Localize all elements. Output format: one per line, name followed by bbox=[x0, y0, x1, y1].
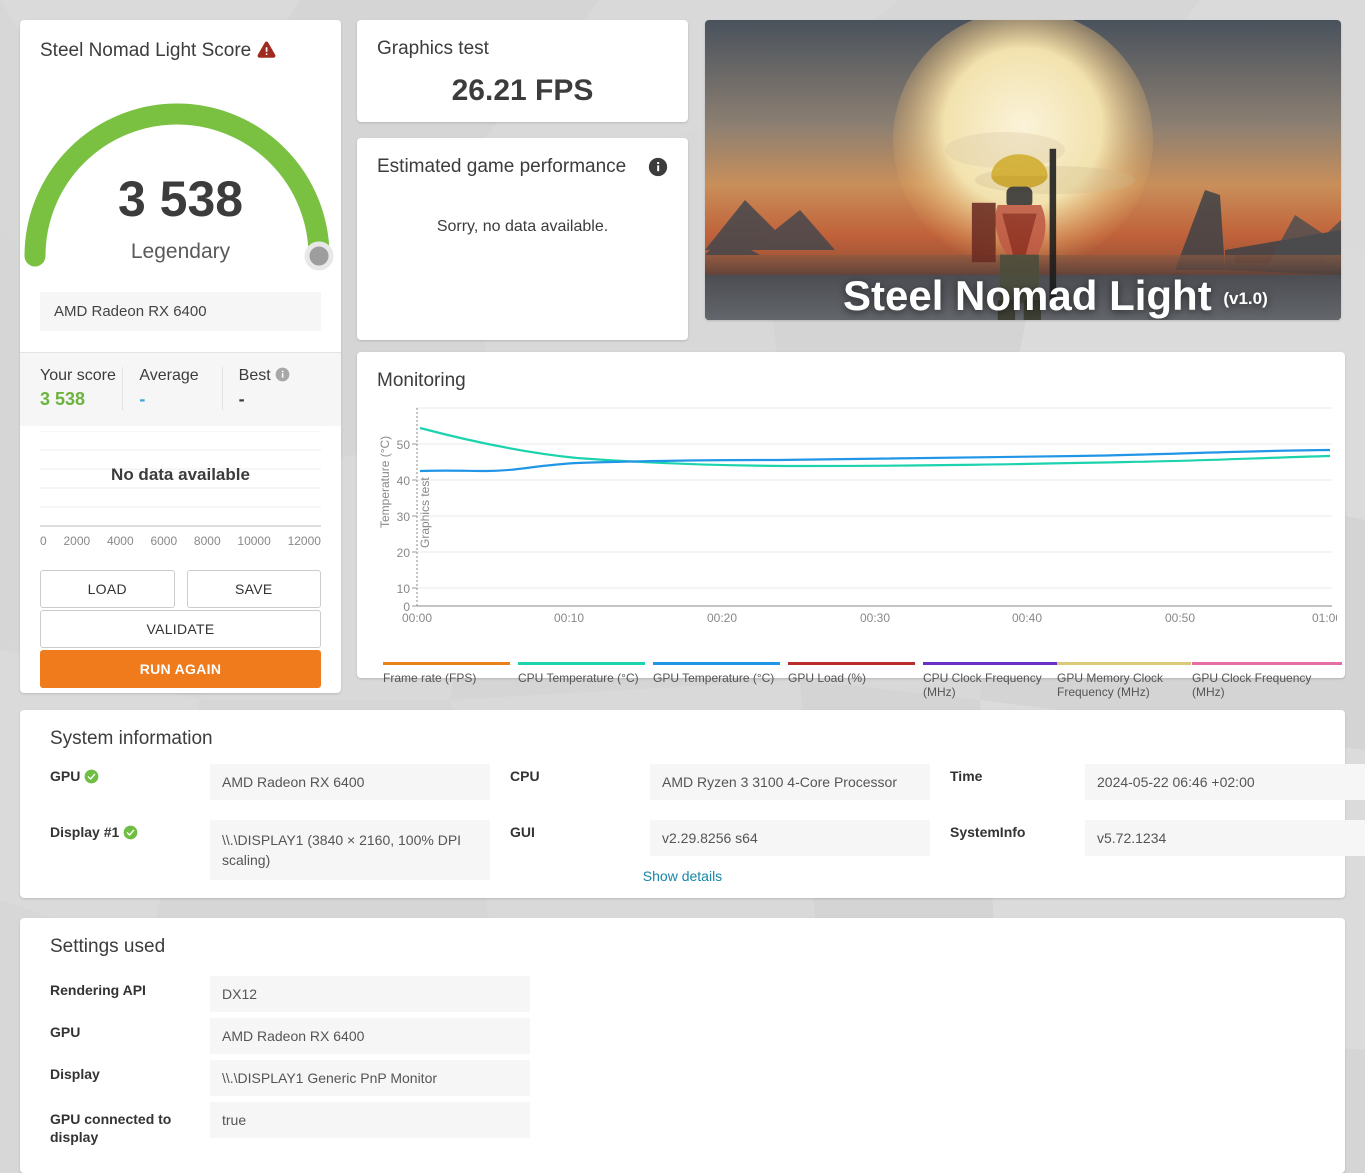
svg-text:00:50: 00:50 bbox=[1165, 611, 1195, 625]
svg-text:10: 10 bbox=[397, 582, 411, 596]
svg-text:00:10: 00:10 bbox=[554, 611, 584, 625]
svg-text:00:20: 00:20 bbox=[707, 611, 737, 625]
svg-text:20: 20 bbox=[397, 546, 411, 560]
svg-text:00:30: 00:30 bbox=[860, 611, 890, 625]
svg-text:50: 50 bbox=[397, 438, 411, 452]
svg-text:01:00: 01:00 bbox=[1312, 611, 1337, 625]
svg-text:Temperature (°C): Temperature (°C) bbox=[378, 436, 392, 528]
svg-text:40: 40 bbox=[397, 474, 411, 488]
svg-text:30: 30 bbox=[397, 510, 411, 524]
svg-text:00:40: 00:40 bbox=[1012, 611, 1042, 625]
svg-text:00:00: 00:00 bbox=[402, 611, 432, 625]
svg-text:Graphics test: Graphics test bbox=[418, 477, 432, 548]
